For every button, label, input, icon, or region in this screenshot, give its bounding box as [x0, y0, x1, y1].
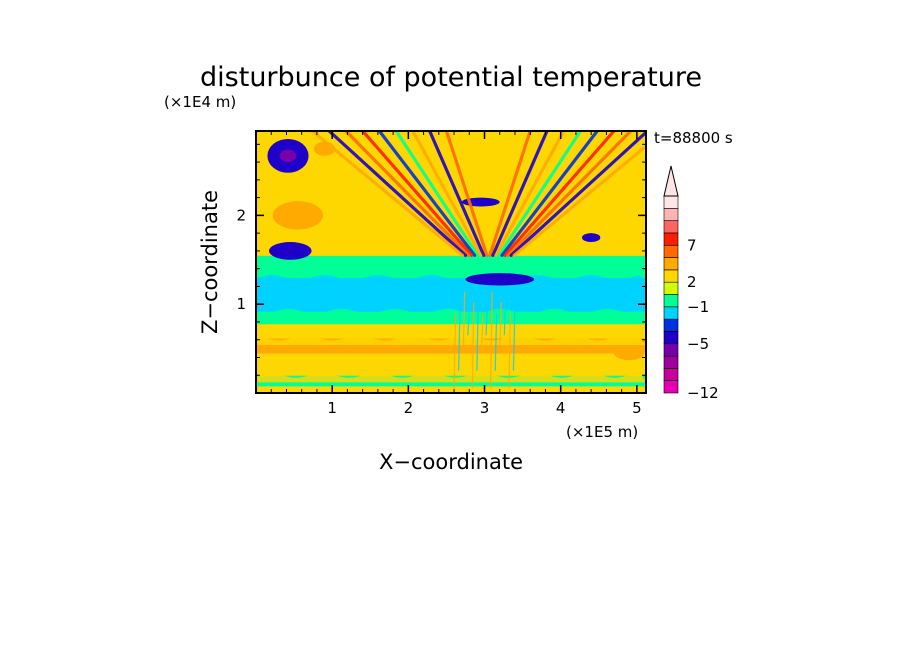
contour-edge-0 [256, 372, 646, 383]
time-label: t=88800 s [654, 129, 733, 147]
colorbar-swatch-3 [663, 343, 679, 357]
colorbar-extend-arrow [663, 165, 679, 197]
contour-blob-3 [268, 242, 312, 260]
wave-stripe-9 [488, 131, 532, 257]
contour-edge-3 [256, 274, 646, 285]
contour-band-2 [256, 353, 646, 376]
wave-patterns [310, 131, 646, 389]
contour-edge-1 [256, 335, 646, 346]
x-tick-label-3: 3 [480, 399, 490, 417]
colorbar-swatch-12 [663, 232, 679, 246]
chart-title: disturbunce of potential temperature [200, 62, 702, 93]
wave-column-7 [485, 302, 489, 336]
colorbar-swatch-9 [663, 269, 679, 283]
colorbar-swatch-11 [663, 244, 679, 258]
colorbar-swatch-8 [663, 281, 679, 295]
plot-frame [255, 130, 647, 394]
contour-blob-6 [582, 233, 601, 243]
wave-stripe-0 [444, 131, 489, 257]
wave-stripe-17 [512, 144, 646, 257]
colorbar-swatch-2 [663, 355, 679, 369]
wave-stripe-11 [494, 131, 566, 257]
wave-column-5 [476, 291, 480, 371]
wave-stripe-3 [394, 131, 480, 257]
colorbar-label-2: −1 [687, 298, 709, 316]
x-tick-label-5: 5 [632, 399, 642, 417]
colorbar-label-4: 7 [687, 236, 697, 254]
colorbar-swatch-5 [663, 318, 679, 332]
wave-column-6 [480, 313, 484, 354]
wave-stripe-5 [361, 131, 474, 257]
x-unit-label: (×1E5 m) [566, 423, 638, 441]
x-tick-label-1: 1 [327, 399, 337, 417]
colorbar-swatch-4 [663, 331, 679, 345]
wave-stripe-4 [377, 131, 477, 257]
colorbar-swatch-0 [663, 380, 679, 394]
wave-stripe-2 [411, 131, 483, 257]
wave-column-10 [499, 302, 502, 354]
contour-band-4 [256, 323, 646, 339]
wave-column-3 [467, 313, 470, 336]
colorbar-swatch-7 [663, 294, 679, 308]
colorbar: −12−5−127 [663, 165, 719, 402]
contour-edge-2 [256, 308, 646, 319]
contour-blob-7 [614, 345, 645, 361]
wave-stripe-16 [509, 131, 646, 257]
colorbar-swatch-13 [663, 220, 679, 234]
wave-column-8 [489, 291, 493, 389]
y-axis: 12 [236, 143, 646, 376]
colorbar-swatch-1 [663, 368, 679, 381]
x-tick-label-4: 4 [556, 399, 566, 417]
wave-stripe-15 [506, 131, 633, 257]
wave-column-13 [512, 302, 516, 371]
y-tick-label-1: 1 [236, 295, 246, 313]
wave-stripe-13 [500, 131, 599, 257]
wave-column-0 [453, 313, 457, 389]
wave-column-12 [508, 313, 512, 389]
contour-blob-1 [279, 149, 297, 163]
colorbar-swatch-10 [663, 257, 679, 271]
colorbar-swatch-15 [663, 195, 679, 209]
wave-stripe-1 [428, 131, 486, 257]
wave-column-4 [471, 302, 475, 389]
wave-stripe-10 [491, 131, 549, 257]
y-tick-label-2: 2 [236, 206, 246, 224]
wave-column-2 [462, 291, 466, 354]
colorbar-label-3: 2 [687, 273, 697, 291]
colorbar-swatch-6 [663, 306, 679, 320]
wave-stripe-14 [503, 131, 616, 257]
contour-field [256, 131, 646, 393]
y-unit-label: (×1E4 m) [164, 93, 236, 111]
contour-band-7 [256, 255, 646, 279]
wave-column-1 [457, 302, 461, 371]
contour-band-0 [256, 385, 646, 393]
colorbar-swatch-14 [663, 208, 679, 221]
wave-stripe-7 [327, 131, 468, 257]
wave-stripe-6 [344, 131, 471, 257]
wave-stripe-12 [497, 131, 583, 257]
wave-column-11 [503, 291, 507, 336]
y-axis-label: Z−coordinate [198, 190, 222, 334]
contour-blob-2 [272, 201, 324, 230]
colorbar-label-1: −5 [687, 335, 709, 353]
wave-stripe-8 [310, 131, 465, 257]
colorbar-label-0: −12 [687, 384, 719, 402]
contour-blob-4 [465, 273, 535, 286]
x-axis-label: X−coordinate [379, 450, 523, 474]
x-axis: 1 2 3 4 5 [270, 131, 642, 417]
wave-column-9 [494, 313, 498, 371]
x-tick-label-2: 2 [404, 399, 414, 417]
